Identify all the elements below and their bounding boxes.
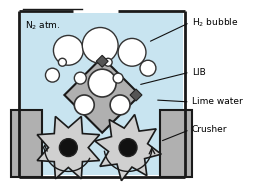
- Circle shape: [104, 58, 112, 66]
- Bar: [11, 110, 43, 177]
- Bar: [21, 13, 183, 175]
- Text: Lime water: Lime water: [192, 98, 242, 106]
- Circle shape: [74, 72, 86, 84]
- Polygon shape: [96, 55, 108, 67]
- Circle shape: [82, 27, 118, 63]
- Polygon shape: [130, 89, 142, 101]
- Circle shape: [118, 38, 146, 66]
- Text: H$_2$ bubble: H$_2$ bubble: [192, 16, 238, 29]
- Text: LIB: LIB: [192, 68, 205, 77]
- Text: Crusher: Crusher: [192, 125, 227, 134]
- Bar: [160, 110, 192, 177]
- Polygon shape: [64, 57, 140, 133]
- Circle shape: [140, 60, 156, 76]
- Circle shape: [88, 69, 116, 97]
- Polygon shape: [37, 116, 100, 179]
- Polygon shape: [95, 115, 161, 181]
- Circle shape: [74, 95, 94, 115]
- Circle shape: [53, 35, 83, 65]
- Circle shape: [58, 58, 66, 66]
- Circle shape: [59, 139, 77, 156]
- Text: N$_2$ atm.: N$_2$ atm.: [24, 19, 60, 32]
- Circle shape: [113, 73, 123, 83]
- Circle shape: [119, 139, 137, 156]
- Circle shape: [46, 68, 59, 82]
- Circle shape: [110, 95, 130, 115]
